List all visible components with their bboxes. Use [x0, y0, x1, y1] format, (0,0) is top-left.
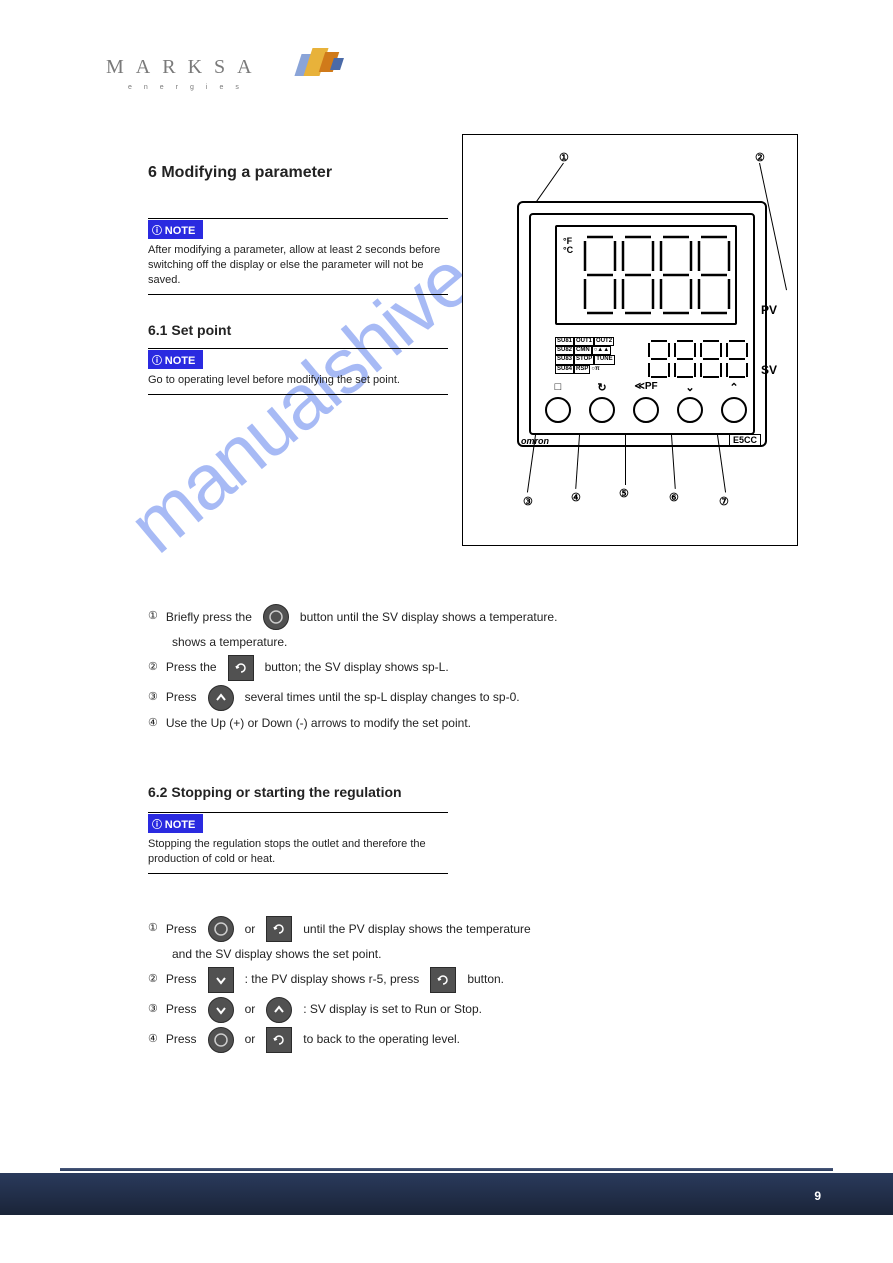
pv-display: °F°C — [555, 225, 737, 325]
logo-accent — [298, 48, 346, 80]
bullet-num: ④ — [148, 716, 158, 731]
down-icon — [208, 967, 234, 993]
bullet-2: ② Press the button; the SV display shows… — [148, 655, 628, 681]
bullet-62-2: ② Press : the PV display shows r-5, pres… — [148, 967, 708, 993]
footer-accent-line — [60, 1168, 833, 1171]
note-box-1: NOTE After modifying a parameter, allow … — [148, 218, 448, 295]
bullet-62-1b: and the SV display shows the set point. — [172, 946, 708, 963]
note-body-1: After modifying a parameter, allow at le… — [148, 243, 448, 288]
bullets-6-1: ① Briefly press the button until the SV … — [148, 600, 628, 736]
section-6-2-title: 6.2 Stopping or starting the regulation — [148, 784, 402, 800]
bullet-text: Press — [166, 971, 197, 988]
bullet-1: ① Briefly press the button until the SV … — [148, 604, 628, 630]
btn-sym-3: ≪PF — [633, 381, 659, 392]
bullet-text: button; the SV display shows sp-L. — [265, 659, 449, 676]
bullet-1-cont: shows a temperature. — [172, 634, 628, 651]
device-figure: ① ② °F°C PV SV SU81OUT1OU — [462, 134, 798, 546]
bullet-num: ④ — [148, 1032, 158, 1047]
bullet-text: until the PV display shows the temperatu… — [303, 921, 530, 938]
bullet-text: Use the Up (+) or Down (-) arrows to mod… — [166, 715, 471, 732]
bullet-text: button. — [467, 971, 504, 988]
mode-icon — [266, 1027, 292, 1053]
btn-sym-5: ⌃ — [721, 381, 747, 394]
btn-sym-4: ⌄ — [677, 381, 703, 394]
bullet-text: button until the SV display shows a temp… — [300, 609, 557, 626]
bullet-text: to back to the operating level. — [303, 1031, 460, 1048]
mode-icon — [266, 916, 292, 942]
bullet-text: or — [245, 1031, 256, 1048]
device-model: E5CC — [729, 434, 761, 446]
level-icon — [208, 916, 234, 942]
device-button-4 — [677, 397, 703, 423]
bullet-text: Press — [166, 921, 197, 938]
bullets-6-2: ① Press or until the PV display shows th… — [148, 912, 708, 1057]
note-label: NOTE — [148, 350, 203, 369]
bullet-num: ① — [148, 921, 158, 936]
button-row: □ ↻ ≪PF ⌄ ⌃ — [541, 381, 743, 423]
btn-sym-2: ↻ — [589, 381, 615, 394]
level-icon — [208, 1027, 234, 1053]
page-number: 9 — [814, 1189, 821, 1203]
bullet-num: ② — [148, 972, 158, 987]
logo-text: MARKSA — [106, 56, 264, 79]
status-indicators: SU81OUT1OUT2 SU82CMN○▲▲ SU83STOPTUNE SU8… — [555, 337, 635, 381]
bullet-text: : the PV display shows r-5, press — [245, 971, 420, 988]
sv-label: SV — [761, 363, 777, 377]
footer-bar — [0, 1173, 893, 1215]
mode-icon — [430, 967, 456, 993]
bullet-text: Press — [166, 1001, 197, 1018]
sv-display — [647, 337, 749, 381]
temp-unit-icon: °F°C — [563, 237, 573, 255]
bullet-text: or — [245, 1001, 256, 1018]
note-box-2: NOTE Go to operating level before modify… — [148, 348, 448, 395]
bullet-num: ① — [148, 609, 158, 624]
callout-6: ⑥ — [669, 491, 679, 504]
bullet-text: Press the — [166, 659, 217, 676]
pv-label: PV — [761, 303, 777, 317]
device-button-3 — [633, 397, 659, 423]
note-label: NOTE — [148, 220, 203, 239]
bullet-text: Press — [166, 1031, 197, 1048]
callout-4: ④ — [571, 491, 581, 504]
note-body-2: Go to operating level before modifying t… — [148, 373, 448, 388]
bullet-62-1: ① Press or until the PV display shows th… — [148, 916, 708, 942]
bullet-4: ④ Use the Up (+) or Down (-) arrows to m… — [148, 715, 628, 732]
device-button-1 — [545, 397, 571, 423]
down-icon — [208, 997, 234, 1023]
bullet-num: ② — [148, 660, 158, 675]
up-icon — [266, 997, 292, 1023]
logo-subtitle: energies — [128, 84, 251, 91]
bullet-text: Briefly press the — [166, 609, 252, 626]
bullet-text: Press — [166, 689, 197, 706]
section-6-1-title: 6.1 Set point — [148, 322, 231, 338]
bullet-text: several times until the sp-L display cha… — [245, 689, 520, 706]
btn-sym-1: □ — [545, 381, 571, 393]
bullet-62-4: ④ Press or to back to the operating leve… — [148, 1027, 708, 1053]
note-label: NOTE — [148, 814, 203, 833]
device-inner: °F°C PV SV SU81OUT1OUT2 SU82CMN○▲▲ SU83S… — [529, 213, 755, 435]
level-icon — [263, 604, 289, 630]
bullet-num: ③ — [148, 1002, 158, 1017]
note-box-3: NOTE Stopping the regulation stops the o… — [148, 812, 448, 874]
callout-7: ⑦ — [719, 495, 729, 508]
bullet-text: : SV display is set to Run or Stop. — [303, 1001, 482, 1018]
mode-icon — [228, 655, 254, 681]
callout-1: ① — [559, 151, 569, 164]
bullet-62-3: ③ Press or : SV display is set to Run or… — [148, 997, 708, 1023]
section-6-title: 6 Modifying a parameter — [148, 164, 332, 182]
bullet-text: or — [245, 921, 256, 938]
callout-3: ③ — [523, 495, 533, 508]
device-button-5 — [721, 397, 747, 423]
device-button-2 — [589, 397, 615, 423]
bullet-3: ③ Press several times until the sp-L dis… — [148, 685, 628, 711]
note-body-3: Stopping the regulation stops the outlet… — [148, 837, 448, 867]
callout-2: ② — [755, 151, 765, 164]
bullet-num: ③ — [148, 690, 158, 705]
up-icon — [208, 685, 234, 711]
device-body: °F°C PV SV SU81OUT1OUT2 SU82CMN○▲▲ SU83S… — [517, 201, 767, 447]
pv-digits — [583, 233, 733, 321]
callout-5: ⑤ — [619, 487, 629, 500]
